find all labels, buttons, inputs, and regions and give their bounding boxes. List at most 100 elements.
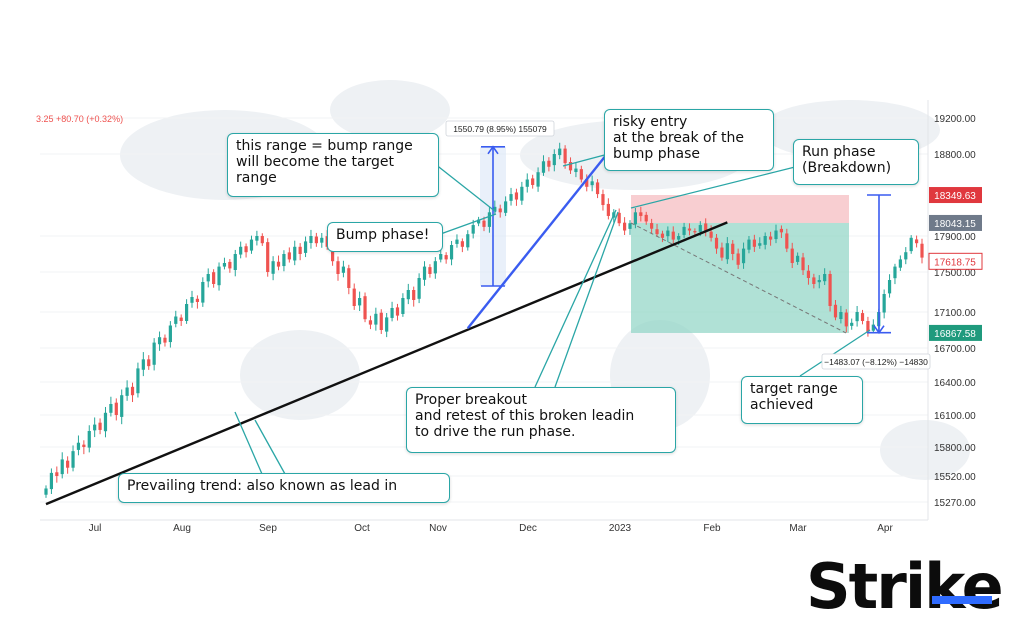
measure-readout-bottom-box <box>821 353 931 370</box>
candle-body <box>460 241 464 247</box>
quote-readout: 3.25 +80.70 (+0.32%) <box>36 114 123 124</box>
candle-body <box>882 294 886 313</box>
candle-body <box>93 424 97 431</box>
candle-body <box>266 242 270 272</box>
candle-body <box>276 261 281 267</box>
candle-body <box>860 313 865 321</box>
candle-body <box>293 246 297 261</box>
candle-body <box>201 282 205 303</box>
candle-body <box>698 225 702 232</box>
candle-body <box>55 472 59 476</box>
candle-body <box>493 206 497 212</box>
candle-body <box>704 223 708 231</box>
candle-body <box>379 312 383 330</box>
candle-body <box>98 422 102 430</box>
candle-body <box>887 280 892 294</box>
candle-body <box>352 288 356 306</box>
candle-body <box>320 237 324 243</box>
candle-body <box>763 236 767 245</box>
candle-body <box>298 246 302 254</box>
annotation-proper-breakout: Proper breakout and retest of this broke… <box>406 387 676 453</box>
annotation-target-achieved: target range achieved <box>741 376 863 424</box>
candle-body <box>758 243 762 246</box>
price-badge <box>929 214 982 231</box>
candle-body <box>314 236 318 244</box>
candle-body <box>633 212 638 225</box>
candle-body <box>422 266 427 280</box>
candle-body <box>574 168 578 173</box>
candle-body <box>509 194 513 201</box>
candle-body <box>671 231 675 240</box>
candle-body <box>163 337 167 343</box>
candle-body <box>568 162 573 171</box>
candle-body <box>190 297 194 303</box>
candle-body <box>255 236 259 241</box>
candle-body <box>714 237 719 249</box>
y-tick-label: 19200.00 <box>934 114 976 125</box>
price-badge-label: 18043.15 <box>934 219 976 230</box>
y-tick-label: 17500.00 <box>934 268 976 279</box>
candle-body <box>768 236 773 240</box>
candle-body <box>82 444 86 447</box>
candle-body <box>417 278 421 299</box>
annotation-run-phase: Run phase (Breakdown) <box>793 139 919 185</box>
candle-body <box>330 247 335 262</box>
x-tick-label: 2023 <box>609 523 632 534</box>
candle-body <box>920 243 924 258</box>
candle-body <box>482 220 486 227</box>
candle-body <box>590 181 594 186</box>
candle-body <box>184 304 189 321</box>
candle-body <box>828 274 832 306</box>
candle-body <box>812 277 816 284</box>
callout-connector <box>434 213 497 237</box>
y-tick-label: 16700.00 <box>934 344 976 355</box>
candle-body <box>725 243 729 260</box>
candle-body <box>260 236 264 244</box>
candle-body <box>60 459 64 475</box>
candle-body <box>541 161 546 173</box>
y-tick-label: 18800.00 <box>934 150 976 161</box>
candle-body <box>850 322 854 326</box>
y-tick-label: 17900.00 <box>934 232 976 243</box>
candle-body <box>130 386 135 396</box>
candle-body <box>271 261 275 274</box>
candle-body <box>303 241 308 253</box>
candle-body <box>823 274 827 282</box>
candle-body <box>655 229 659 235</box>
x-tick-label: Feb <box>703 523 721 534</box>
world-map-shape <box>330 80 450 140</box>
candle-body <box>844 312 848 327</box>
measure-readout-top: 1550.79 (8.95%) 155079 <box>453 124 547 134</box>
candle-body <box>893 266 897 279</box>
price-badge-label: 17618.75 <box>934 257 976 268</box>
callout-connector <box>630 166 796 209</box>
candle-body <box>601 194 605 206</box>
candle-body <box>504 201 508 213</box>
price-badge <box>929 187 982 204</box>
y-tick-label: 16100.00 <box>934 411 976 422</box>
bump-range-arrow-head <box>487 145 499 155</box>
candle-body <box>66 460 70 468</box>
candle-body <box>341 266 346 273</box>
candle-body <box>536 172 540 187</box>
candle-body <box>174 316 178 324</box>
candle-body <box>720 247 724 258</box>
measure-readout-top-box <box>445 120 555 137</box>
candle-body <box>660 233 665 238</box>
x-tick-label: Mar <box>789 523 807 534</box>
annotation-bump-range: this range = bump range will become the … <box>227 133 439 197</box>
candle-body <box>212 272 216 284</box>
candle-body <box>449 245 454 260</box>
target-range-arrow-head <box>873 325 885 335</box>
candle-body <box>217 266 221 286</box>
bump-trend-line <box>466 137 621 329</box>
candle-body <box>385 317 389 332</box>
candle-body <box>552 154 556 166</box>
candle-body <box>774 230 778 240</box>
candle-body <box>87 431 91 448</box>
candle-body <box>666 230 670 237</box>
candle-body <box>44 488 48 495</box>
candle-body <box>152 342 156 365</box>
candle-body <box>558 148 562 156</box>
